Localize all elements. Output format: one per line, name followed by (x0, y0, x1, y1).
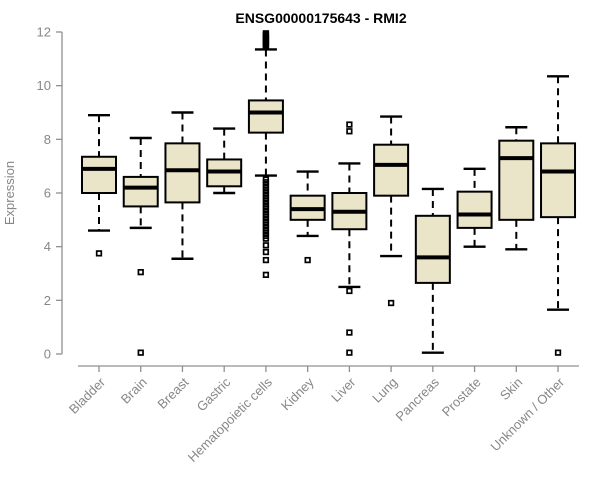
x-tick-label-breast: Breast (154, 374, 191, 411)
box-pancreas (414, 214, 451, 284)
box-lung (373, 143, 410, 197)
y-axis-label: Expression (2, 161, 17, 225)
outlier-liver (346, 287, 353, 295)
x-tick-label-skin: Skin (497, 375, 525, 403)
y-tick-label: 8 (44, 132, 51, 147)
y-tick-label: 2 (44, 293, 51, 308)
chart-title: ENSG00000175643 - RMI2 (235, 10, 406, 26)
x-tick-label-pancreas: Pancreas (393, 374, 443, 424)
outlier-hematopoietic-cells (262, 256, 270, 264)
outlier-brain (137, 349, 144, 356)
box-brain (122, 175, 159, 208)
y-tick-label: 6 (44, 186, 51, 201)
x-tick-label-liver: Liver (328, 374, 359, 405)
box-breast (164, 142, 201, 204)
x-tick-label-kidney: Kidney (278, 374, 317, 413)
outlier-hematopoietic-cells (262, 235, 270, 242)
y-tick-label: 12 (37, 25, 51, 40)
outlier-unknown-other (554, 349, 562, 356)
outlier-hematopoietic-cells (262, 248, 270, 256)
outlier-brain (137, 269, 144, 276)
outlier-liver (346, 128, 353, 135)
y-tick-label: 4 (44, 239, 51, 254)
x-tick-label-prostate: Prostate (439, 375, 484, 420)
box-unknown-other (540, 142, 577, 219)
y-tick-label: 0 (44, 347, 51, 362)
box-skin (498, 139, 535, 221)
x-tick-label-bladder: Bladder (66, 374, 109, 417)
box-hematopoietic-cells (247, 99, 284, 134)
outlier-hematopoietic-cells (262, 242, 270, 249)
outlier-lung (387, 299, 395, 307)
outlier-hematopoietic-cells (262, 30, 270, 37)
box-bladder (81, 155, 117, 194)
y-tick-label: 10 (37, 78, 51, 93)
outlier-hematopoietic-cells (262, 271, 270, 278)
x-tick-label-lung: Lung (369, 375, 400, 406)
outlier-liver (346, 349, 353, 356)
x-tick-label-unknown-other: Unknown / Other (488, 374, 568, 454)
outlier-kidney (304, 256, 311, 264)
box-prostate (456, 190, 493, 229)
outlier-bladder (95, 250, 103, 257)
x-tick-label-gastric: Gastric (194, 374, 234, 414)
outlier-liver (346, 121, 353, 128)
x-tick-label-brain: Brain (118, 375, 150, 407)
outlier-liver (346, 329, 353, 336)
